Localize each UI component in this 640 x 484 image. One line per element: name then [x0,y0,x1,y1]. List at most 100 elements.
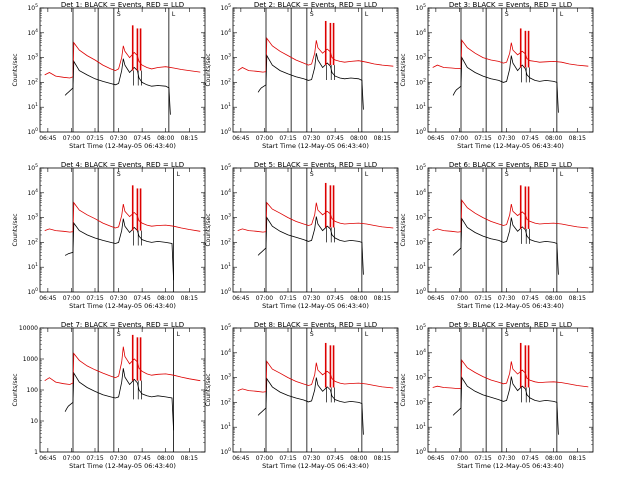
y-tick-label: 102 [415,77,426,86]
y-axis-label: Counts/sec [12,53,19,86]
x-tick-label: 07:45 [133,295,150,302]
x-tick-label: 08:15 [181,135,198,142]
y-tick-label: 102 [27,77,38,86]
marker-label-l: L [172,11,176,18]
marker-label-s: S [117,11,121,18]
marker-label-l: L [560,11,564,18]
x-tick-label: 06:45 [427,455,444,462]
plot-frame [232,7,399,133]
x-tick-label: 07:45 [133,455,150,462]
x-tick-label: 07:00 [256,455,273,462]
series-line-black [64,58,171,115]
y-axis-label: Counts/sec [205,53,212,86]
x-tick-label: 07:00 [256,295,273,302]
x-tick-label: 07:45 [521,455,538,462]
x-tick-label: 06:45 [39,295,56,302]
x-tick-label: 08:00 [157,455,174,462]
y-tick-label: 101 [220,422,231,431]
y-tick-label: 103 [27,213,38,222]
series-line-red [432,39,589,70]
x-tick-label: 08:15 [181,295,198,302]
y-tick-label: 104 [27,28,38,37]
plot-frame [232,167,399,293]
y-tick-label: 102 [220,77,231,86]
y-tick-label: 101 [220,262,231,271]
x-tick-label: 07:15 [474,295,491,302]
y-tick-label: 105 [220,323,231,332]
y-axis-label: Counts/sec [400,373,407,406]
y-tick-label: 100 [27,387,39,394]
series-line-black [257,53,364,110]
x-axis-label: Start Time (12-May-05 06:43:40) [262,462,369,470]
series-line-black [64,218,174,281]
x-tick-label: 08:15 [374,295,391,302]
y-tick-label: 102 [415,397,426,406]
series-line-black [452,376,559,435]
y-tick-label: 103 [415,373,426,382]
x-axis-label: Start Time (12-May-05 06:43:40) [262,142,369,150]
y-tick-label: 105 [220,163,231,172]
x-tick-label: 07:00 [63,295,80,302]
y-tick-label: 100 [415,447,426,456]
detector-panel-2: 100 101 102 103 104 105 06:45 07:00 07:15 07:30 07… [205,1,399,150]
x-tick-label: 07:15 [86,455,103,462]
plot-frame [427,167,594,293]
y-tick-label: 103 [220,53,231,62]
detector-panel-5: 100 101 102 103 104 105 06:45 07:00 07:15 07:30 07… [205,161,399,310]
marker-label-l: L [365,331,369,338]
y-tick-label: 101 [415,422,426,431]
y-tick-label: 105 [415,323,426,332]
x-tick-label: 07:00 [63,455,80,462]
series-line-black [257,216,364,275]
panel-title: Det 1: BLACK = Events, RED = LLD [61,1,184,9]
x-tick-label: 06:45 [232,455,249,462]
detector-panel-4: 100 101 102 103 104 105 06:45 07:00 07:15 07:30 07… [12,161,206,310]
y-tick-label: 101 [27,102,38,111]
y-tick-label: 104 [27,188,38,197]
y-tick-label: 105 [27,3,38,12]
series-line-red [237,201,394,233]
detector-panel-3: 100 101 102 103 104 105 06:45 07:00 07:15 07:30 07… [400,1,594,150]
x-tick-label: 06:45 [232,135,249,142]
series-line-red [432,199,589,233]
panel-title: Det 5: BLACK = Events, RED = LLD [254,161,377,169]
x-tick-label: 08:00 [545,295,562,302]
x-tick-label: 06:45 [427,135,444,142]
marker-label-s: S [505,11,509,18]
series-line-red [237,37,394,73]
marker-label-l: L [560,171,564,178]
x-tick-label: 07:30 [303,295,320,302]
plot-frame [39,327,206,453]
panel-title: Det 2: BLACK = Events, RED = LLD [254,1,377,9]
x-tick-label: 08:00 [350,295,367,302]
y-tick-label: 105 [415,3,426,12]
y-tick-label: 10 [30,418,38,425]
panel-title: Det 7: BLACK = Events, RED = LLD [61,321,184,329]
y-tick-label: 100 [27,127,38,136]
detector-panel-8: 100 101 102 103 104 105 06:45 07:00 07:15 07:30 07… [205,321,399,470]
panel-title: Det 4: BLACK = Events, RED = LLD [61,161,184,169]
x-tick-label: 08:15 [181,455,198,462]
y-tick-label: 100 [220,127,231,136]
x-tick-label: 07:45 [521,135,538,142]
x-tick-label: 07:00 [451,135,468,142]
y-tick-label: 10000 [19,325,38,332]
detector-panel-9: 100 101 102 103 104 105 06:45 07:00 07:15 07:30 07… [400,321,594,470]
y-axis-label: Counts/sec [400,213,407,246]
x-tick-label: 08:15 [569,135,586,142]
y-tick-label: 100 [220,447,231,456]
x-tick-label: 06:45 [39,135,56,142]
x-tick-label: 08:15 [374,135,391,142]
x-tick-label: 08:00 [545,455,562,462]
y-tick-label: 104 [220,188,231,197]
y-tick-label: 104 [220,28,231,37]
x-tick-label: 07:30 [303,135,320,142]
y-tick-label: 101 [27,262,38,271]
plot-frame [232,327,399,453]
plot-frame [39,7,206,133]
x-tick-label: 07:30 [110,455,127,462]
marker-label-l: L [560,331,564,338]
series-line-red [44,41,201,79]
x-tick-label: 08:15 [569,295,586,302]
